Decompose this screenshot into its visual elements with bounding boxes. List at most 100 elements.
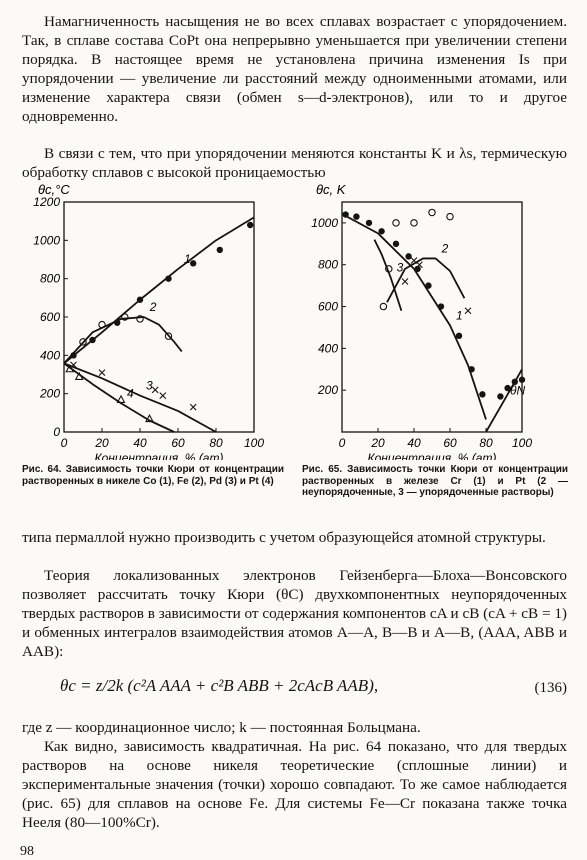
- fig64-curve-label: 2: [149, 300, 157, 314]
- fig65-data-point: [342, 211, 349, 218]
- fig64-plot: 0 20 40 60 80 100020040060080010001200θc,°CКо…: [33, 182, 264, 460]
- fig65-series-1-line: [341, 213, 487, 420]
- fig65-ytick-label: 800: [318, 258, 338, 272]
- fig64-xtick-label: 60: [171, 436, 185, 450]
- fig65-data-point: [353, 213, 360, 220]
- fig65-data-point: [437, 303, 445, 310]
- equation-136: θc = z/2k (c²A AAA + c²B ABB + 2cAcB AAB…: [60, 676, 379, 695]
- fig64-data-point: [116, 394, 126, 403]
- fig65-xtick-label: 40: [407, 436, 421, 450]
- fig65-ytick-label: 400: [318, 341, 338, 355]
- fig65-data-point: [511, 378, 518, 386]
- fig64-xtick-label: 80: [209, 436, 223, 450]
- paragraph-2: В связи с тем, что при упорядочении меня…: [22, 145, 567, 181]
- fig65-data-point: [468, 366, 475, 373]
- fig64-xlabel: Концентрация, % (ат): [95, 451, 224, 460]
- fig64-xtick-label: 20: [94, 436, 109, 450]
- paragraph-3: типа пермаллой нужно производить с учето…: [22, 529, 546, 546]
- fig65-plot: 0 20 40 60 80 100 200 400 600 800 1000 θc, K Концент…: [311, 182, 532, 460]
- fig64-data-point: [247, 221, 254, 229]
- fig65-data-point: [414, 265, 421, 273]
- fig64-ytick-label: 800: [40, 272, 60, 286]
- fig65-data-point: [392, 240, 400, 248]
- fig64-series-4-line: [63, 362, 175, 433]
- fig65-data-point: [401, 278, 409, 285]
- fig64-data-point: [164, 332, 173, 340]
- fig65-data-point: [425, 282, 432, 289]
- fig65-ylabel: θc, K: [316, 182, 347, 197]
- fig64-data-point: [189, 403, 197, 411]
- fig65-ytick-label: 600: [318, 300, 338, 314]
- fig65-curve-label: 1: [456, 308, 463, 322]
- fig64-data-point: [89, 336, 96, 344]
- fig64-ytick-label: 600: [40, 310, 60, 324]
- fig65-xtick-label: 100: [512, 436, 532, 450]
- fig65-data-point: [410, 257, 418, 264]
- fig64-data-point: [114, 319, 121, 326]
- paragraph-1: Намагниченность насыщения не во всех спл…: [22, 13, 567, 125]
- figure-65-chart: 0 20 40 60 80 100 200 400 600 800 1000 θc, K Концент…: [311, 182, 532, 460]
- fig65-xlabel: Концентрация, % (ат): [368, 451, 497, 460]
- fig64-ytick-label: 400: [40, 348, 60, 362]
- fig65-data-point: [365, 219, 373, 227]
- fig65-ytick-label: 1000: [311, 216, 338, 230]
- equation-number: (136): [534, 680, 568, 696]
- fig64-ytick-label: 1200: [33, 195, 60, 209]
- fig64-curve-label: 4: [127, 386, 134, 400]
- fig64-data-point: [216, 246, 223, 254]
- fig65-xtick-label: 60: [443, 436, 457, 450]
- paragraph-5: где z — координационное число; k — посто…: [22, 719, 421, 736]
- fig65-curve-label: θN: [510, 384, 526, 398]
- figure-64-caption: Рис. 64. Зависимость точки Кюри от конце…: [22, 464, 284, 487]
- fig65-data-point: [428, 208, 436, 217]
- fig64-data-point: [121, 313, 129, 321]
- fig65-data-point: [504, 384, 511, 392]
- fig64-xtick-label: 0: [61, 436, 68, 450]
- paragraph-6: Как видно, зависимость квадратичная. На …: [22, 738, 567, 831]
- fig65-data-point: [518, 376, 526, 383]
- fig65-xtick-label: 0: [339, 436, 346, 450]
- fig65-data-point: [446, 212, 454, 221]
- fig64-data-point: [159, 392, 167, 399]
- fig64-series-3-line: [63, 362, 217, 433]
- fig64-data-point: [136, 296, 144, 303]
- fig64-data-point: [65, 364, 75, 373]
- fig64-data-point: [70, 352, 77, 359]
- fig64-series-2-line: [63, 316, 183, 364]
- fig64-ytick-label: 0: [53, 425, 60, 439]
- paragraph-4: Теория локализованных электронов Гейзенб…: [22, 567, 567, 660]
- fig64-data-point: [98, 369, 106, 376]
- fig65-series-3-line: [373, 239, 403, 312]
- page-number: 98: [20, 844, 34, 859]
- fig65-data-point: [379, 302, 388, 311]
- fig65-data-point: [392, 219, 400, 227]
- fig65-xtick-label: 20: [370, 436, 385, 450]
- fig65-series-4-line: [485, 368, 523, 433]
- fig64-xtick-label: 40: [133, 436, 147, 450]
- fig64-ytick-label: 1000: [33, 233, 60, 247]
- fig65-curve-label: 2: [441, 241, 449, 255]
- fig65-xtick-label: 80: [479, 436, 493, 450]
- fig64-data-point: [70, 361, 77, 369]
- fig64-curve-label: 1: [184, 252, 191, 266]
- fig64-ytick-label: 200: [39, 387, 60, 401]
- fig64-data-point: [79, 338, 87, 346]
- fig65-data-point: [455, 332, 463, 340]
- fig64-ylabel: θc,°C: [38, 182, 70, 197]
- fig65-data-point: [416, 261, 423, 269]
- fig64-frame: [63, 201, 255, 433]
- fig64-data-point: [136, 315, 144, 323]
- fig64-series-1-line: [63, 216, 255, 365]
- fig64-data-point: [74, 371, 84, 380]
- fig65-data-point: [464, 307, 472, 315]
- fig65-series-2-line: [386, 257, 466, 303]
- fig65-ytick-label: 200: [317, 383, 338, 397]
- fig64-data-point: [165, 275, 172, 282]
- figure-64-chart: 0 20 40 60 80 100020040060080010001200θc,°CКо…: [33, 182, 264, 460]
- fig65-data-point: [497, 393, 504, 400]
- fig65-data-point: [378, 228, 385, 235]
- fig64-curve-label: 3: [146, 379, 153, 393]
- fig65-data-point: [410, 219, 418, 227]
- fig64-data-point: [145, 413, 154, 423]
- fig65-data-point: [405, 253, 412, 260]
